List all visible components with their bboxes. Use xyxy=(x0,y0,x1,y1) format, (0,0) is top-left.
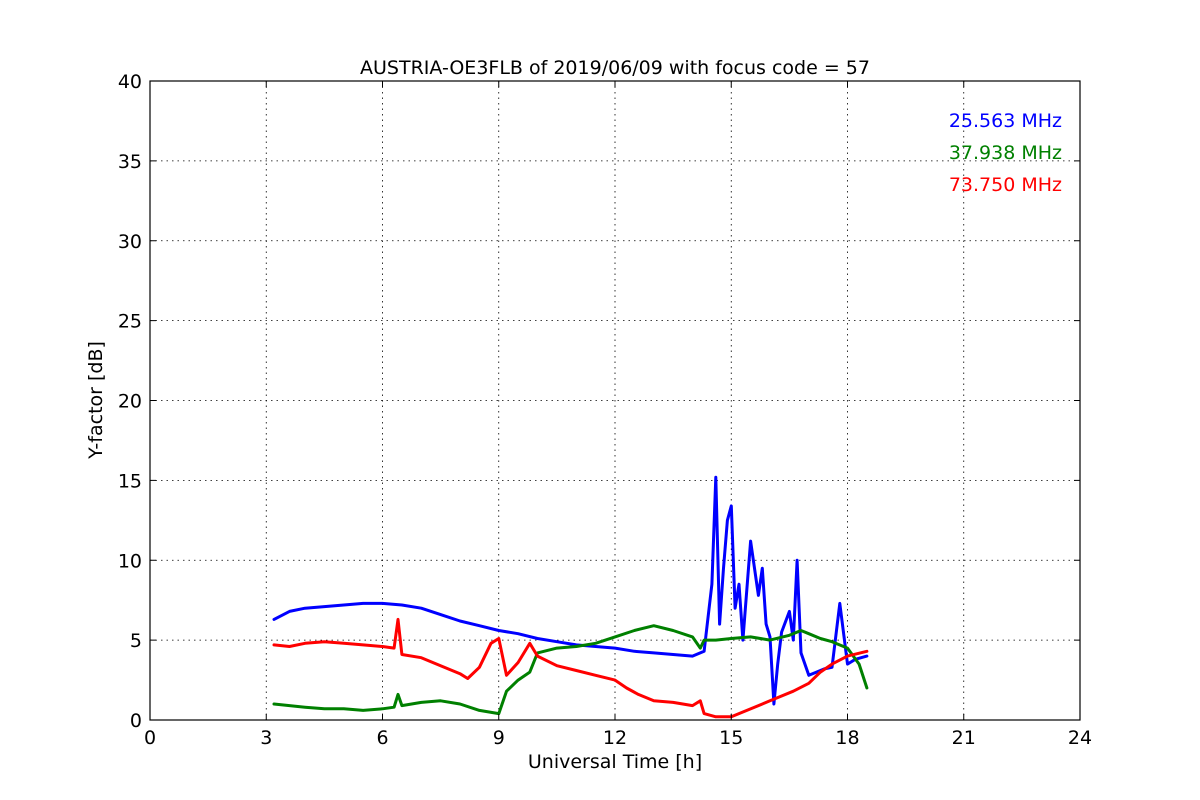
y-tick-label: 20 xyxy=(118,391,142,413)
series-line-1 xyxy=(272,475,869,706)
y-tick-label: 15 xyxy=(118,470,142,492)
x-axis-label: Universal Time [h] xyxy=(528,751,702,773)
y-tick-label: 0 xyxy=(130,710,142,732)
y-tick-label: 40 xyxy=(118,71,142,93)
x-tick-label: 18 xyxy=(835,727,859,749)
legend: 25.563 MHz 37.938 MHz 73.750 MHz xyxy=(949,110,1062,196)
x-tick-label: 21 xyxy=(952,727,976,749)
x-tick-label: 12 xyxy=(603,727,627,749)
series-line-3 xyxy=(272,617,869,719)
legend-entry-1: 25.563 MHz xyxy=(949,110,1062,132)
legend-entry-2: 37.938 MHz xyxy=(949,142,1062,164)
x-tick-label: 3 xyxy=(260,727,272,749)
y-tick-label: 30 xyxy=(118,231,142,253)
x-tick-label: 15 xyxy=(719,727,743,749)
x-tick-label: 24 xyxy=(1068,727,1092,749)
y-tick-label: 10 xyxy=(118,550,142,572)
y-axis-label: Y-factor [dB] xyxy=(85,341,107,460)
y-tick-label: 5 xyxy=(130,630,142,652)
x-tick-label: 0 xyxy=(144,727,156,749)
y-tick-label: 25 xyxy=(118,311,142,333)
chart-title: AUSTRIA-OE3FLB of 2019/06/09 with focus … xyxy=(360,57,870,79)
x-tick-label: 9 xyxy=(493,727,505,749)
legend-entry-3: 73.750 MHz xyxy=(949,174,1062,196)
y-tick-label: 35 xyxy=(118,151,142,173)
series-line-2 xyxy=(272,624,869,716)
axis-ticks: 0 3 6 9 12 15 18 21 24 0 5 10 15 20 25 30 35 40 xyxy=(118,71,1092,749)
plot-series xyxy=(272,475,869,719)
x-tick-label: 6 xyxy=(376,727,388,749)
